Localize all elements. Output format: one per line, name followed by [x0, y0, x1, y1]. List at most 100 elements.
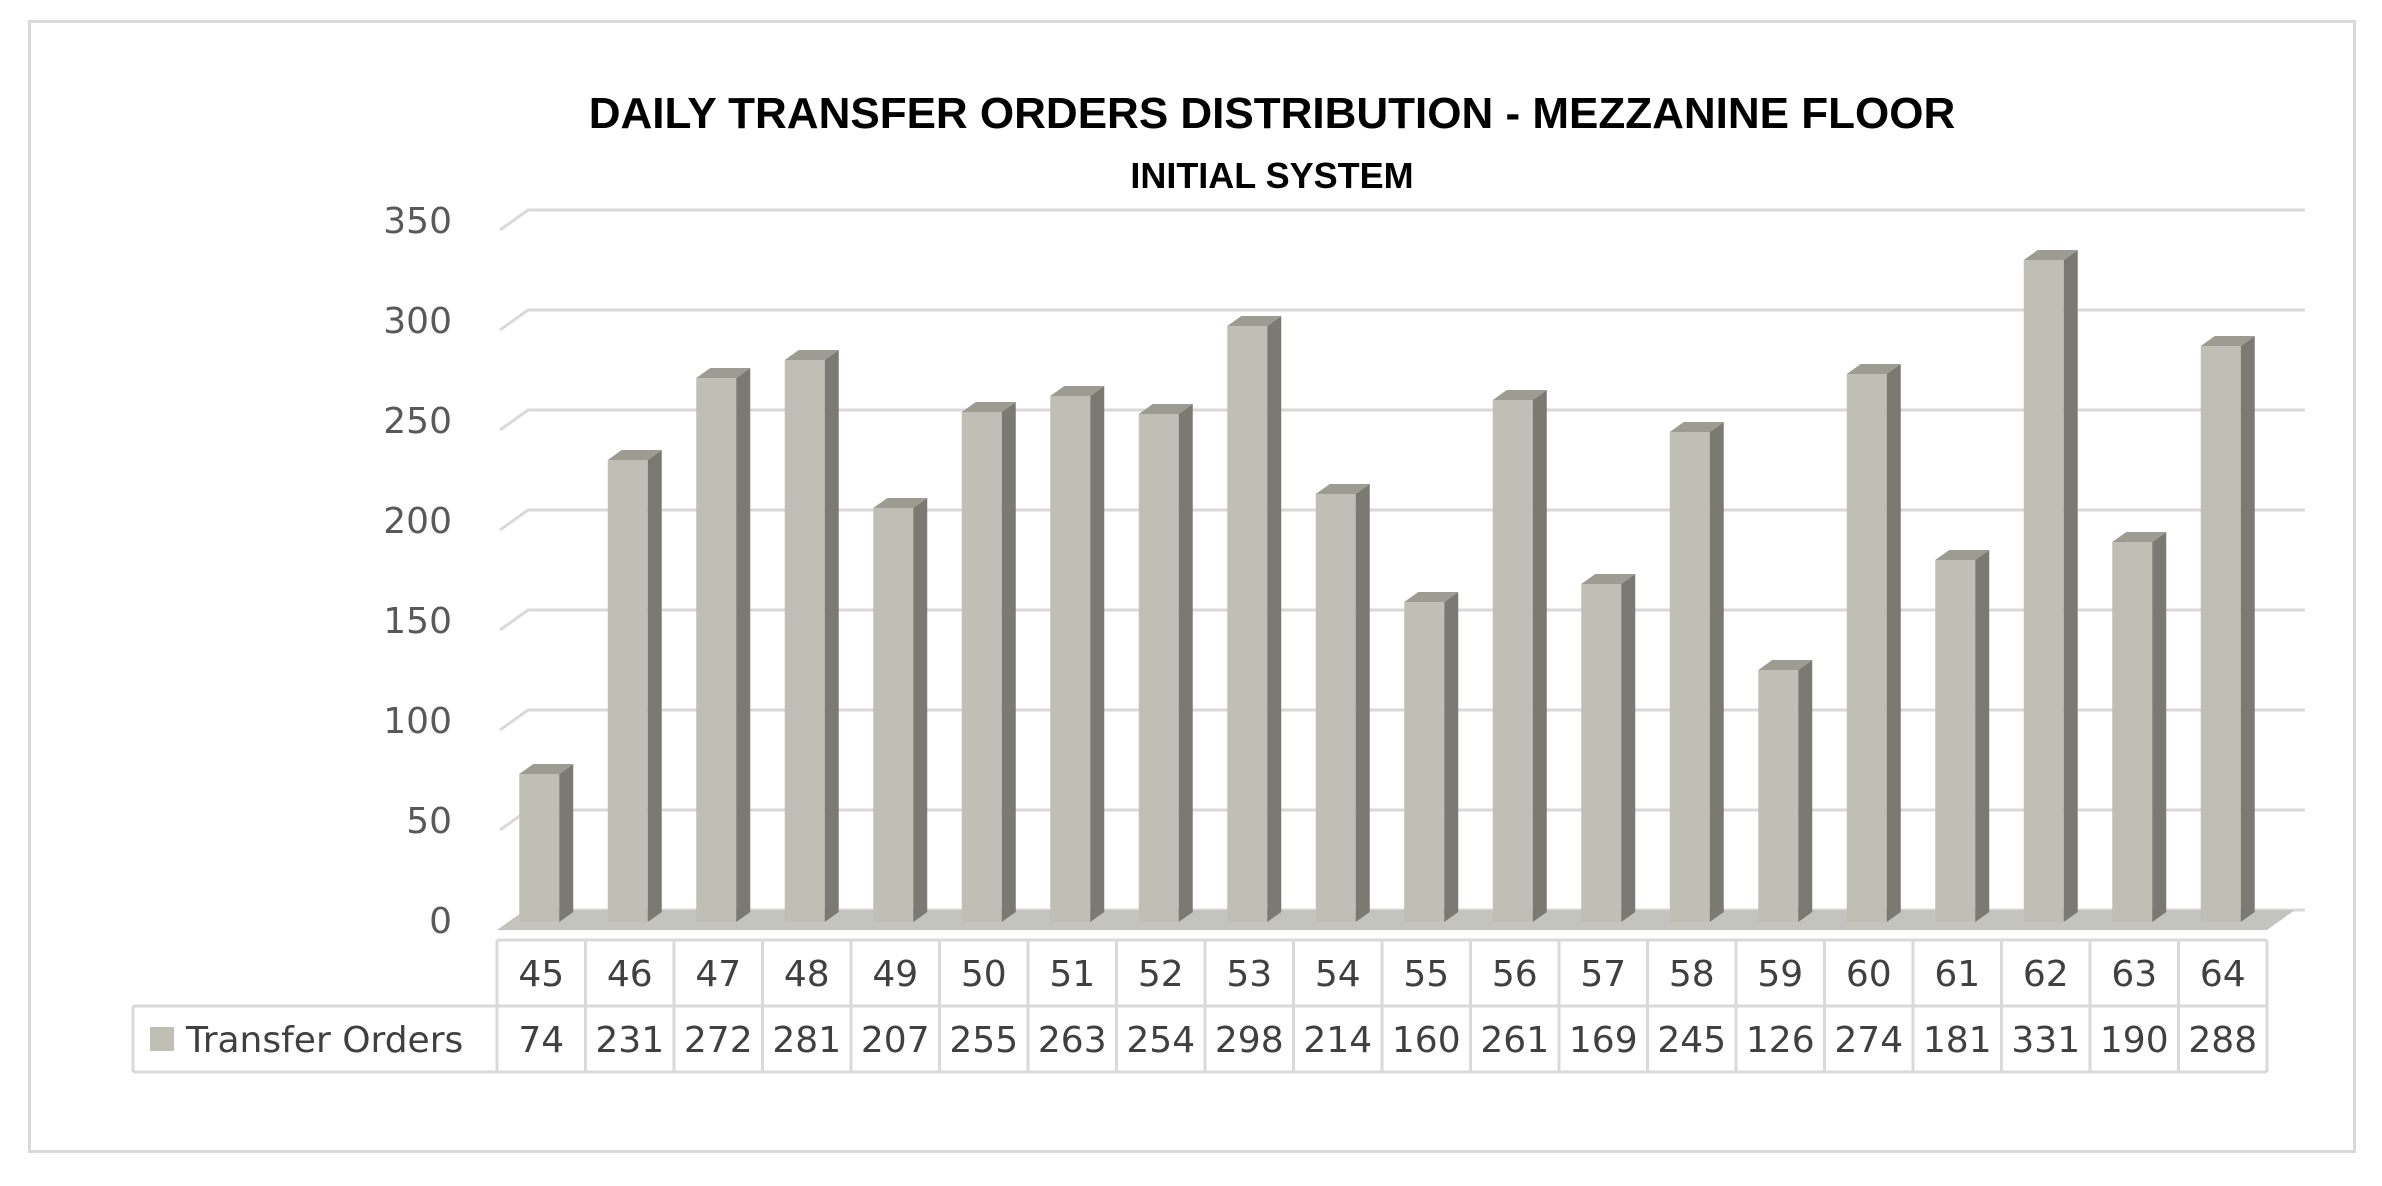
data-label: 214: [1303, 1020, 1372, 1061]
bar-top: [1935, 550, 1990, 560]
x-tick-label: 58: [1669, 954, 1715, 995]
bar-side: [1798, 660, 1813, 922]
data-label: 255: [949, 1020, 1018, 1061]
y-tick-label: 350: [383, 201, 452, 242]
bar: [1758, 660, 1813, 922]
bar-front: [1315, 494, 1356, 922]
bar: [1581, 574, 1636, 922]
bar-front: [607, 460, 648, 922]
bar-top: [1315, 484, 1370, 494]
x-tick-label: 61: [1934, 954, 1980, 995]
bar-side: [2063, 250, 2078, 922]
chart-floor: [497, 910, 2295, 930]
bar-front: [1758, 670, 1799, 922]
gridline: [499, 408, 2305, 432]
bar-top: [2112, 532, 2167, 542]
data-label: 126: [1746, 1020, 1815, 1061]
bar-front: [873, 508, 914, 922]
x-tick-label: 47: [695, 954, 741, 995]
bar-side: [1090, 386, 1105, 922]
bar: [1138, 404, 1193, 922]
bar-front: [2200, 346, 2241, 922]
bar: [1404, 592, 1459, 922]
bar-side: [736, 368, 751, 922]
bar: [1492, 390, 1547, 922]
y-tick-label: 200: [383, 501, 452, 542]
data-label: 190: [2100, 1020, 2169, 1061]
x-tick-label: 53: [1226, 954, 1272, 995]
legend-key: [150, 1027, 174, 1051]
chart-title: DAILY TRANSFER ORDERS DISTRIBUTION - MEZ…: [589, 89, 1955, 138]
bar-side: [1532, 390, 1547, 922]
bar: [1846, 364, 1901, 922]
data-label: 254: [1126, 1020, 1195, 1061]
bar: [961, 402, 1016, 922]
bar-top: [1581, 574, 1636, 584]
bar-top: [1846, 364, 1901, 374]
bar-top: [1404, 592, 1459, 602]
data-label: 231: [595, 1020, 664, 1061]
bar-top: [519, 764, 574, 774]
bar-side: [1709, 422, 1724, 922]
data-label: 245: [1657, 1020, 1726, 1061]
data-label: 160: [1392, 1020, 1461, 1061]
bar-front: [1404, 602, 1445, 922]
bar: [1227, 316, 1282, 922]
bar-front: [784, 360, 825, 922]
bar: [2200, 336, 2255, 922]
bar-top: [1227, 316, 1282, 326]
bar-front: [1846, 374, 1887, 922]
x-tick-label: 60: [1846, 954, 1892, 995]
legend-label: Transfer Orders: [185, 1020, 463, 1061]
x-tick-label: 46: [607, 954, 653, 995]
bar-side: [824, 350, 839, 922]
data-label: 181: [1923, 1020, 1992, 1061]
bar-front: [1581, 584, 1622, 922]
bar-side: [2152, 532, 2167, 922]
data-label: 272: [684, 1020, 753, 1061]
bar-top: [1492, 390, 1547, 400]
bar-top: [1758, 660, 1813, 670]
data-label: 288: [2188, 1020, 2257, 1061]
x-tick-label: 64: [2200, 954, 2246, 995]
x-tick-label: 62: [2023, 954, 2069, 995]
bar-front: [1138, 414, 1179, 922]
bar-top: [607, 450, 662, 460]
data-label: 298: [1215, 1020, 1284, 1061]
bar-top: [2023, 250, 2078, 260]
bar: [696, 368, 751, 922]
data-label: 74: [518, 1020, 564, 1061]
bar-front: [696, 378, 737, 922]
bar-front: [1935, 560, 1976, 922]
y-tick-label: 0: [429, 901, 452, 942]
x-tick-label: 51: [1049, 954, 1095, 995]
bar-front: [1227, 326, 1268, 922]
data-label: 169: [1569, 1020, 1638, 1061]
bar: [2112, 532, 2167, 922]
bar: [2023, 250, 2078, 922]
y-tick-label: 250: [383, 401, 452, 442]
bar-side: [2240, 336, 2255, 922]
bar-side: [1178, 404, 1193, 922]
x-tick-label: 63: [2111, 954, 2157, 995]
gridline: [499, 308, 2305, 332]
bar: [1315, 484, 1370, 922]
bar-side: [647, 450, 662, 922]
data-table: 45 74 46 231 47 272 48 281 49 207 50 255 51 263 52 254 5…: [131, 938, 2269, 1074]
bar-side: [1355, 484, 1370, 922]
bar: [1669, 422, 1724, 922]
data-label: 331: [2011, 1020, 2080, 1061]
data-label: 281: [772, 1020, 841, 1061]
bar-top: [2200, 336, 2255, 346]
bars: [519, 250, 2255, 922]
bar-top: [1050, 386, 1105, 396]
y-tick-label: 300: [383, 301, 452, 342]
bar-front: [519, 774, 560, 922]
bar-top: [961, 402, 1016, 412]
bar-side: [1886, 364, 1901, 922]
y-tick-label: 100: [383, 701, 452, 742]
bar-front: [1492, 400, 1533, 922]
bar-side: [1267, 316, 1282, 922]
y-tick-label: 150: [383, 601, 452, 642]
